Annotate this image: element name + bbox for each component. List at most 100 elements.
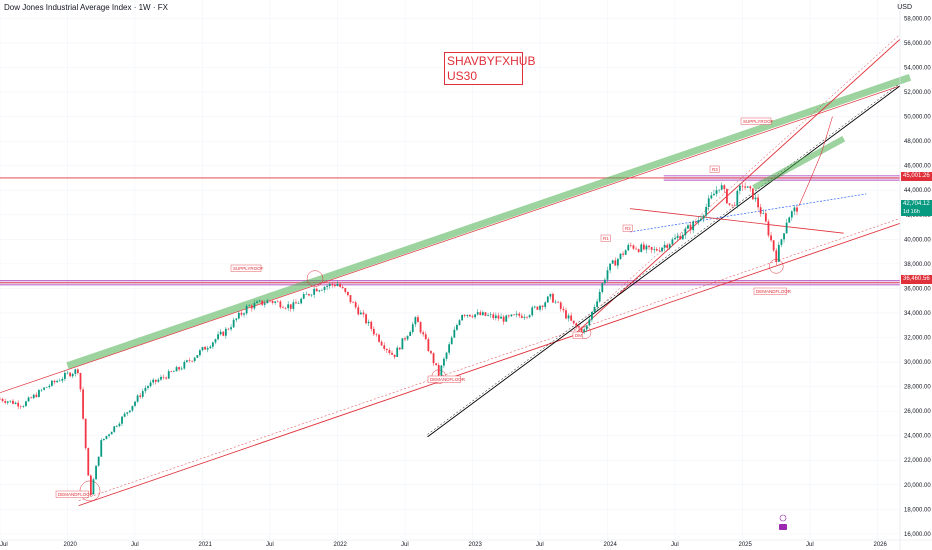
projection-band [752, 136, 846, 191]
candle-body [463, 314, 466, 316]
y-tick-label: 18,000.00 [904, 507, 931, 513]
demand-floor-label-2020-box [55, 490, 89, 498]
candle-body [474, 314, 476, 318]
candle-body [365, 314, 367, 324]
candle-body [489, 314, 492, 316]
candle-body [494, 315, 497, 319]
x-tick-label: Jul [536, 542, 544, 548]
candle-body [4, 401, 7, 403]
candle-body [440, 365, 443, 376]
candle-body [655, 249, 658, 251]
candle-body [108, 434, 110, 436]
candle-body [53, 380, 56, 383]
candle-body [178, 367, 181, 370]
candle-body [539, 305, 541, 310]
candle-body [536, 306, 539, 310]
candle-body [575, 323, 578, 327]
price-axis: 16,000.00 18,000.00 20,000.00 22,000.00 24,0… [899, 0, 931, 550]
candle-body [344, 288, 347, 292]
candle-body [544, 302, 547, 307]
candle-body [71, 373, 74, 377]
y-tick-label: 22,000.00 [904, 458, 931, 464]
candle-body [14, 402, 17, 404]
wave-mark-4: DM [572, 331, 583, 339]
candle-body [79, 372, 82, 390]
candle-body [604, 279, 606, 284]
demand-floor-label-2025-box [753, 287, 787, 295]
price-tag-demand: 36,460.56 [901, 275, 932, 284]
demand-floor-label-2022-box [427, 375, 461, 383]
price-tag-demand-value: 36,460.56 [903, 276, 930, 282]
candle-body [328, 283, 331, 287]
candle-body [224, 328, 227, 336]
y-tick-label: 32,000.00 [904, 336, 931, 342]
candle-body [19, 406, 22, 408]
candle-body [414, 317, 417, 325]
candle-body [720, 185, 723, 190]
watermark-box: SHAVBYFXHUB US30 [444, 52, 536, 85]
supply-roof-label-2021-text: SUPPLYROOF [233, 266, 264, 271]
y-tick-label: 36,000.00 [904, 286, 931, 292]
price-tag-last-value: 42,704.12 [903, 201, 930, 207]
candle-body [253, 302, 256, 309]
candle-body [217, 334, 219, 340]
candle-body [728, 203, 731, 205]
candle-body [629, 245, 632, 246]
candle-body [627, 245, 630, 251]
candle-body [380, 341, 383, 346]
candles [0, 182, 798, 496]
wave-mark-3-box [709, 165, 720, 173]
candle-body [144, 387, 147, 392]
candle-body [240, 312, 243, 315]
candle-body [201, 347, 204, 351]
candle-body [430, 351, 432, 354]
candle-body [456, 324, 458, 330]
candle-body [385, 348, 388, 351]
candle-body [250, 305, 253, 309]
demand-floor-label-2022-text: DEMANDFLOOR [430, 377, 466, 382]
candle-body [635, 248, 637, 250]
candle-body [409, 331, 412, 336]
candle-body [326, 286, 329, 288]
x-tick-label: 2025 [739, 542, 753, 548]
candle-body [157, 379, 160, 382]
candle-body [689, 225, 692, 231]
candle-body [82, 389, 84, 419]
candle-body [128, 410, 131, 413]
candle-body [193, 357, 196, 362]
candle-body [141, 391, 144, 397]
candle-body [152, 379, 155, 383]
candle-body [767, 221, 770, 236]
candle-body [601, 283, 604, 293]
y-tick-label: 50,000.00 [904, 115, 931, 121]
candle-body [227, 328, 230, 330]
candle-body [549, 293, 552, 297]
candle-body [334, 284, 336, 287]
candle-body [134, 401, 136, 406]
candle-body [616, 258, 619, 266]
y-tick-label: 48,000.00 [904, 139, 931, 145]
candle-body [391, 352, 393, 355]
candle-body [45, 387, 48, 388]
candle-body [346, 291, 349, 296]
candle-body [292, 302, 295, 309]
candle-body [69, 372, 71, 377]
candle-body [287, 304, 290, 309]
candle-body [640, 244, 643, 252]
candle-body [744, 186, 746, 188]
candle-body [30, 397, 33, 399]
candle-body [35, 394, 38, 397]
candle-body [741, 185, 744, 187]
price-tag-supply: 45,001.26 [901, 172, 932, 181]
candle-body [681, 235, 684, 240]
candle-body [302, 294, 305, 299]
candle-body [282, 307, 284, 309]
candle-body [95, 465, 97, 480]
x-tick-label: 2026 [874, 542, 888, 548]
candle-body [736, 190, 739, 206]
candle-body [505, 315, 508, 322]
candle-body [331, 283, 334, 285]
candle-body [209, 346, 212, 349]
watermark-line-1: SHAVBYFXHUB [447, 54, 536, 68]
